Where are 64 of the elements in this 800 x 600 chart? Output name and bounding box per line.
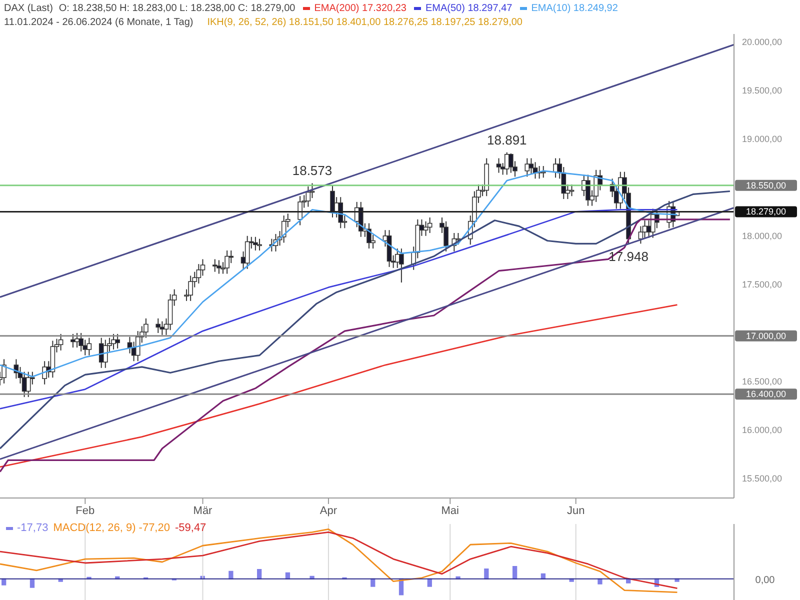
x-tick-label: Feb [76, 504, 95, 517]
legend-label: EMA(50) 18.297,47 [424, 3, 512, 14]
candlestick [399, 248, 404, 283]
y-tick-label: 16.000,00 [742, 425, 782, 436]
ref-line-label: 18.550,00 [746, 180, 786, 190]
bar [228, 570, 234, 580]
candlestick [216, 260, 222, 274]
candlestick [508, 152, 514, 174]
candlestick [366, 222, 372, 250]
candlestick [144, 318, 148, 338]
annotation: 17.948 [608, 249, 648, 264]
candlestick [78, 332, 84, 352]
annotation: 18.891 [487, 132, 527, 148]
ref-line-label: 0,00 [755, 574, 776, 586]
candlestick [528, 158, 534, 174]
candlestick [212, 258, 218, 272]
candlestick [423, 220, 428, 236]
x-tick-label: Mai [441, 504, 459, 517]
x-tick-label: Jun [566, 504, 585, 517]
annotation: 18.573 [292, 163, 332, 178]
chart-title: DAX (Last) [4, 3, 53, 14]
legend-label: EMA(10) 18.249,92 [530, 3, 618, 14]
candlestick [524, 158, 530, 178]
candlestick [86, 337, 92, 356]
y-tick-label: 19.500,00 [742, 85, 782, 96]
candlestick [224, 250, 230, 274]
y-tick-label: 19.000,00 [742, 134, 782, 144]
series-label: -59,47 [174, 522, 206, 534]
ref-line-label: 16.400,00 [746, 389, 786, 400]
legend-label: -17,73 [16, 522, 48, 534]
text: O: 18.238,50 H: 18.283,00 L: 18.238,00 C: 18.279,00 [58, 3, 296, 14]
chart-subtitle: 11.01.2024 - 26.06.2024 (6 Monate, 1 Tag) [4, 17, 194, 28]
y-tick-label: 16.500,00 [742, 376, 782, 387]
candlestick [586, 174, 590, 206]
candlestick [156, 318, 161, 334]
candlestick [103, 339, 108, 368]
candlestick [496, 158, 502, 174]
x-tick-label: Apr [320, 504, 338, 517]
candlestick [257, 238, 262, 251]
candlestick [244, 235, 250, 270]
ref-line-label: 18.279,00 [746, 206, 786, 217]
candlestick [58, 333, 64, 351]
y-tick-label: 15.500,00 [742, 474, 782, 484]
bar [484, 568, 489, 580]
candlestick [115, 333, 120, 350]
bar [257, 568, 262, 580]
candlestick [306, 186, 311, 208]
y-tick-label: 18.000,00 [742, 231, 782, 242]
candlestick [26, 371, 31, 398]
text: MACD(12, 26, 9) -77,20 [53, 522, 170, 534]
y-tick-label: 20.000,00 [742, 36, 782, 47]
candlestick [444, 220, 448, 252]
candlestick [253, 236, 258, 251]
bar [512, 566, 518, 580]
line-series [0, 304, 678, 468]
ref-line-label: 17.000,00 [746, 330, 786, 341]
text: IKH(9, 26, 52, 26) 18.151,50 18.401,00 18.276,25 18.197,25 18.279,00 [207, 17, 522, 28]
candlestick [188, 275, 193, 302]
candlestick [427, 216, 432, 234]
x-tick-label: Mär [193, 504, 213, 517]
line-series [0, 209, 678, 410]
legend-label: EMA(200) 17.320,23 [313, 3, 406, 14]
candlestick [298, 196, 302, 226]
y-tick-label: 17.500,00 [742, 280, 782, 290]
